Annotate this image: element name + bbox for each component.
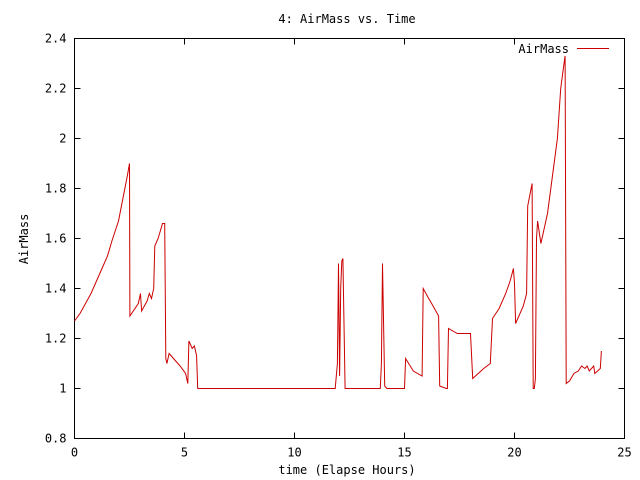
x-tick-label: 25	[617, 446, 631, 460]
y-tick-label: 1.6	[45, 232, 67, 246]
y-tick-label: 1.4	[45, 282, 67, 296]
series-group	[74, 55, 602, 389]
chart-title: 4: AirMass vs. Time	[278, 12, 415, 26]
y-tick-label: 2.4	[45, 32, 67, 46]
legend: AirMass	[518, 42, 609, 56]
x-tick-label: 10	[287, 446, 301, 460]
x-tick-label: 0	[71, 446, 78, 460]
y-axis-label: AirMass	[17, 214, 31, 265]
y-tick-label: 1.2	[45, 332, 67, 346]
y-tick-label: 1	[59, 382, 66, 396]
y-tick-label: 2	[59, 132, 66, 146]
y-tick-label: 1.8	[45, 182, 67, 196]
legend-label: AirMass	[518, 42, 569, 56]
x-axis-label: time (Elapse Hours)	[278, 463, 415, 477]
y-tick-label: 0.8	[45, 432, 67, 446]
x-tick-label: 5	[181, 446, 188, 460]
x-tick-label: 20	[507, 446, 521, 460]
x-tick-label: 15	[397, 446, 411, 460]
y-tick-label: 2.2	[45, 82, 67, 96]
axis-ticks: 0 5 10 15 20 25 0.8 1 1.2 1.4 1.6 1.8 2 2.2 2.4	[45, 32, 632, 460]
series-line-airmass	[74, 55, 602, 389]
